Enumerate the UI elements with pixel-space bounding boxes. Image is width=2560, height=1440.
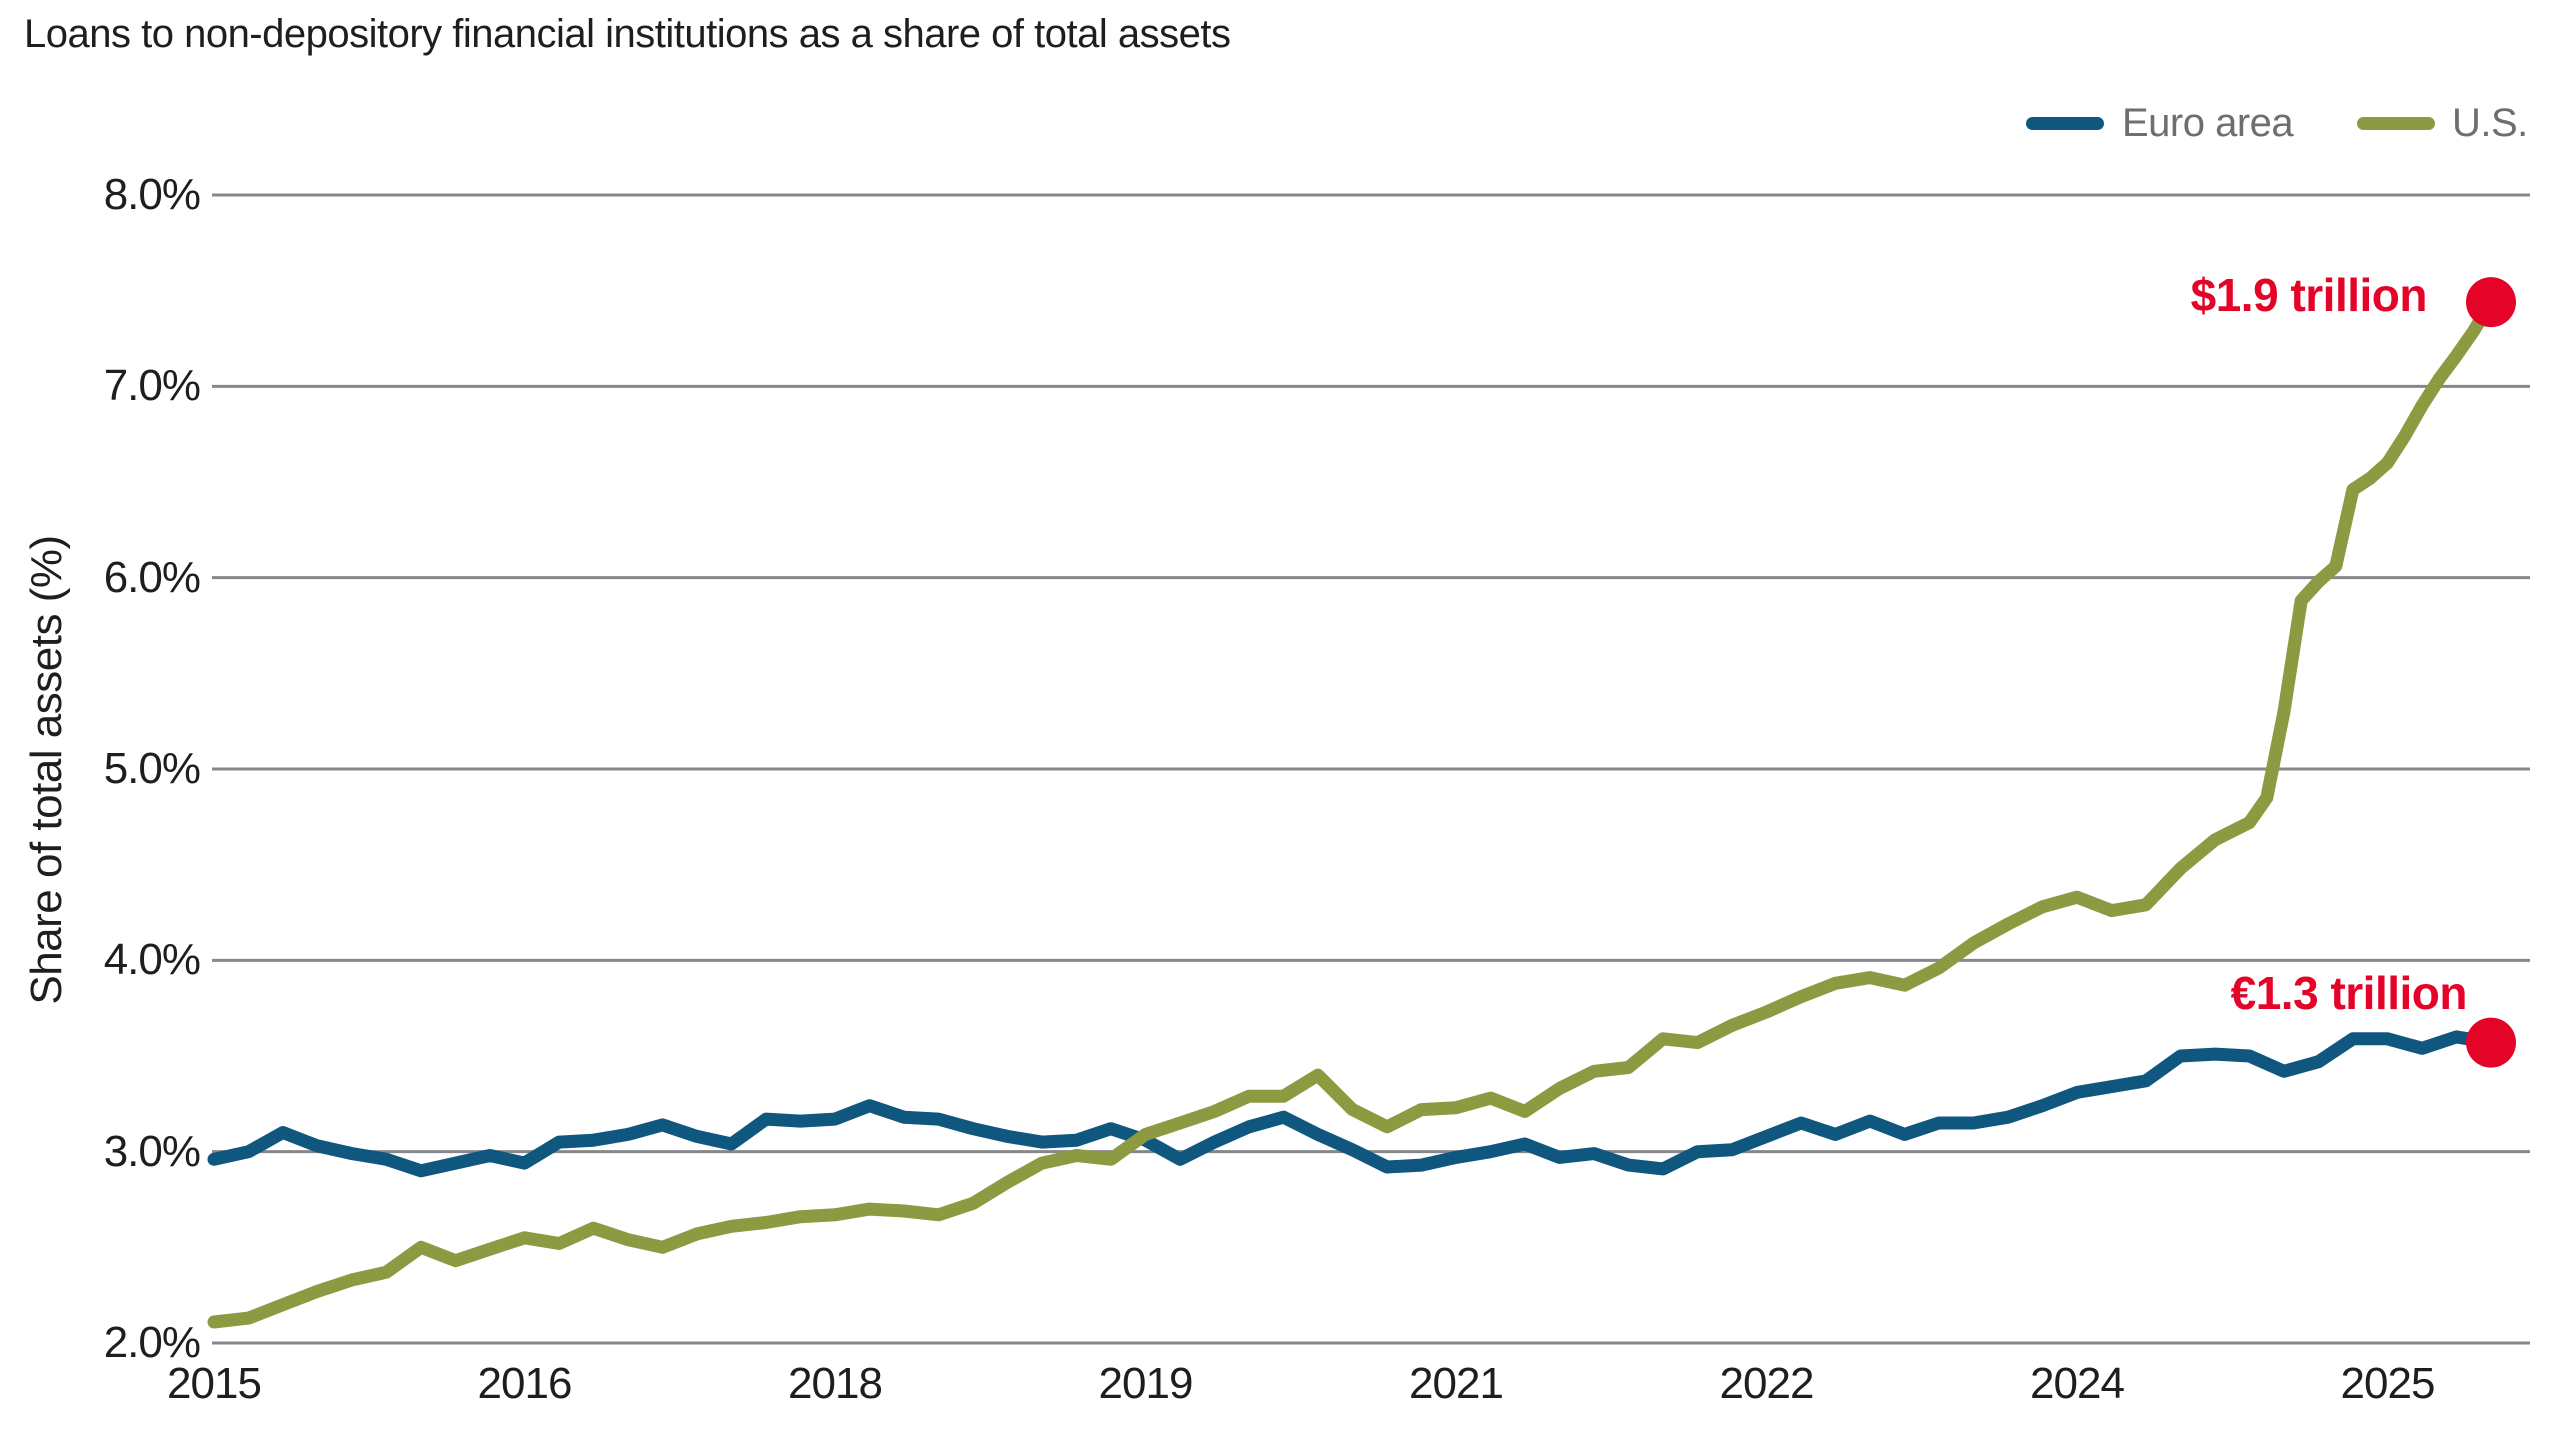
series-line-u-s- xyxy=(207,295,2498,1329)
x-tick-label-2022: 2022 xyxy=(1719,1359,1815,1408)
y-tick-label-6.0%: 6.0% xyxy=(103,552,201,602)
y-tick-label-5.0%: 5.0% xyxy=(103,744,201,793)
x-tick-label-2018: 2018 xyxy=(788,1359,883,1408)
legend-label-us: U.S. xyxy=(2452,101,2528,145)
y-tick-label-4.0%: 4.0% xyxy=(103,935,201,985)
endpoint-dot-euro-area xyxy=(2466,1017,2516,1068)
chart-title: Loans to non-depository financial instit… xyxy=(24,12,1231,56)
x-tick-label-2019: 2019 xyxy=(1098,1359,1194,1408)
legend-swatch-us xyxy=(2357,117,2435,130)
x-tick-label-2025: 2025 xyxy=(2340,1359,2436,1408)
x-tick-label-2015: 2015 xyxy=(167,1359,262,1408)
annotation-euro-end-value: €1.3 trillion xyxy=(2230,967,2468,1019)
x-tick-label-2024: 2024 xyxy=(2030,1359,2125,1408)
x-tick-label-2021: 2021 xyxy=(1409,1359,1504,1408)
y-tick-label-7.0%: 7.0% xyxy=(103,361,201,411)
endpoint-dot-u-s- xyxy=(2466,277,2516,328)
x-tick-label-2016: 2016 xyxy=(477,1359,573,1408)
y-tick-label-3.0%: 3.0% xyxy=(103,1126,201,1176)
y-tick-label-2.0%: 2.0% xyxy=(103,1318,201,1367)
y-tick-label-8.0%: 8.0% xyxy=(103,170,201,219)
annotation-us-end-value: $1.9 trillion xyxy=(2190,269,2428,321)
series-line-euro-area xyxy=(207,1030,2498,1178)
legend-label-euro-area: Euro area xyxy=(2122,101,2294,145)
legend-swatch-euro-area xyxy=(2026,117,2104,130)
